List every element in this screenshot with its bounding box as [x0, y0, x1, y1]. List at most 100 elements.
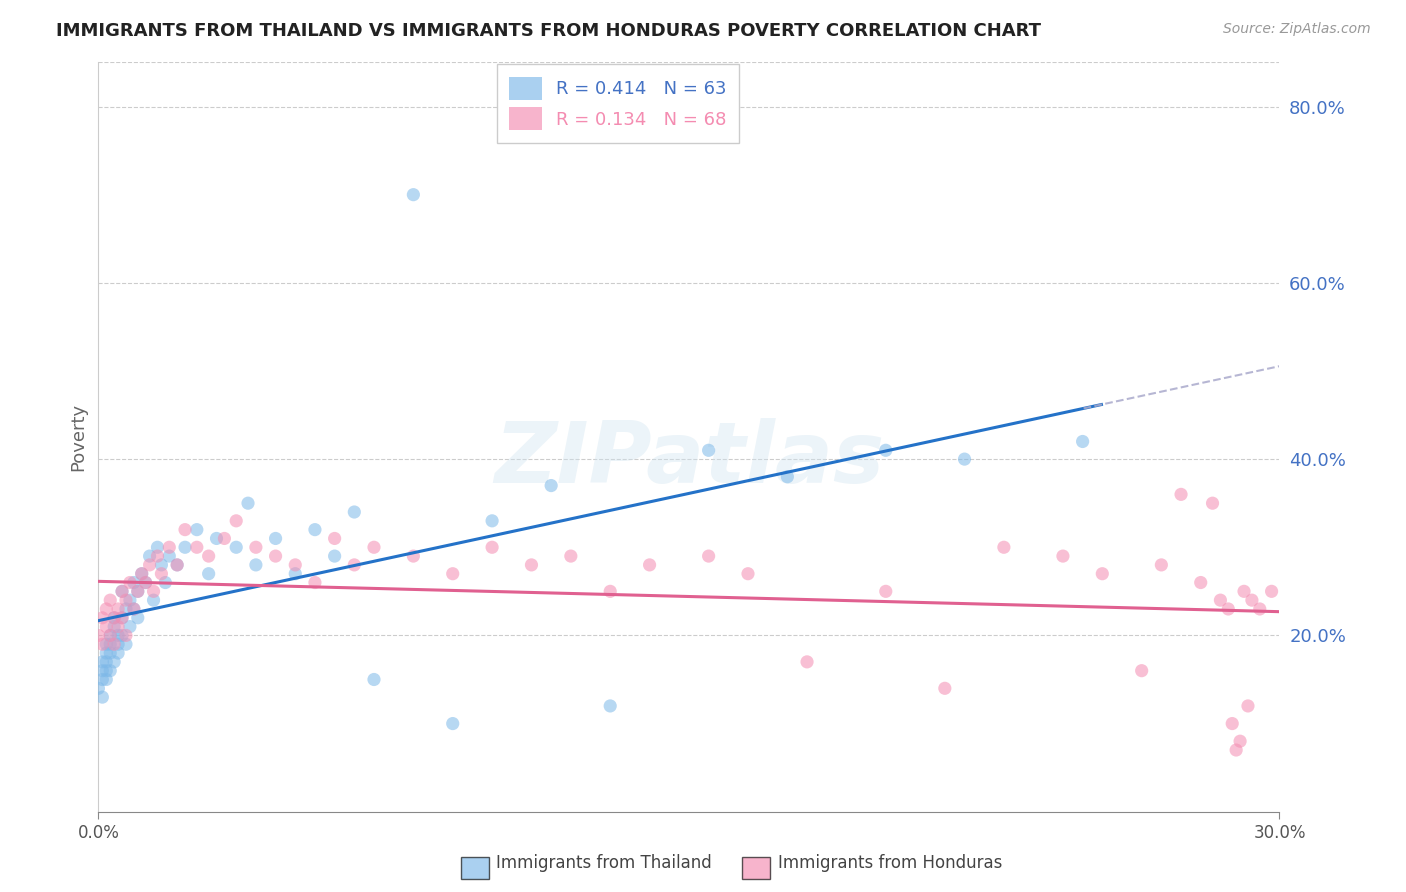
- Point: [142, 593, 165, 607]
- Point: [284, 558, 307, 572]
- Point: [91, 673, 114, 687]
- Point: [363, 541, 385, 555]
- Point: [363, 673, 385, 687]
- Point: [91, 690, 114, 705]
- Point: [934, 681, 956, 696]
- Point: [1091, 566, 1114, 581]
- Point: [107, 628, 129, 642]
- Point: [1240, 593, 1263, 607]
- Point: [441, 716, 464, 731]
- Point: [157, 541, 180, 555]
- Point: [115, 602, 138, 616]
- Point: [1130, 664, 1153, 678]
- Point: [638, 558, 661, 572]
- Point: [96, 646, 118, 660]
- Point: [111, 611, 134, 625]
- Point: [1225, 743, 1247, 757]
- Point: [1150, 558, 1173, 572]
- Point: [103, 611, 125, 625]
- Point: [323, 549, 346, 563]
- Point: [402, 187, 425, 202]
- Point: [87, 628, 110, 642]
- Point: [91, 611, 114, 625]
- Point: [1209, 593, 1232, 607]
- Point: [225, 541, 247, 555]
- Point: [96, 673, 118, 687]
- Point: [96, 602, 118, 616]
- Point: [96, 637, 118, 651]
- Text: Source: ZipAtlas.com: Source: ZipAtlas.com: [1223, 22, 1371, 37]
- Point: [111, 628, 134, 642]
- Point: [127, 584, 149, 599]
- Point: [103, 637, 125, 651]
- Point: [174, 523, 197, 537]
- Legend: R = 0.414   N = 63, R = 0.134   N = 68: R = 0.414 N = 63, R = 0.134 N = 68: [496, 64, 740, 143]
- Point: [1229, 734, 1251, 748]
- Point: [1249, 602, 1271, 616]
- Point: [284, 566, 307, 581]
- Point: [441, 566, 464, 581]
- Point: [135, 575, 157, 590]
- Text: IMMIGRANTS FROM THAILAND VS IMMIGRANTS FROM HONDURAS POVERTY CORRELATION CHART: IMMIGRANTS FROM THAILAND VS IMMIGRANTS F…: [56, 22, 1042, 40]
- Point: [111, 584, 134, 599]
- Point: [118, 593, 141, 607]
- Point: [103, 611, 125, 625]
- Text: Immigrants from Honduras: Immigrants from Honduras: [778, 855, 1002, 872]
- Point: [150, 566, 173, 581]
- Point: [98, 646, 121, 660]
- Point: [197, 549, 219, 563]
- Point: [1189, 575, 1212, 590]
- Point: [107, 619, 129, 633]
- Point: [166, 558, 188, 572]
- Point: [96, 619, 118, 633]
- Point: [304, 575, 326, 590]
- Point: [138, 549, 160, 563]
- Point: [118, 619, 141, 633]
- Point: [146, 549, 169, 563]
- Y-axis label: Poverty: Poverty: [69, 403, 87, 471]
- Point: [111, 584, 134, 599]
- Point: [343, 505, 366, 519]
- Point: [131, 566, 153, 581]
- Point: [107, 602, 129, 616]
- Point: [264, 532, 287, 546]
- Point: [122, 602, 145, 616]
- Point: [402, 549, 425, 563]
- Point: [122, 575, 145, 590]
- Point: [150, 558, 173, 572]
- Text: Immigrants from Thailand: Immigrants from Thailand: [496, 855, 711, 872]
- Point: [118, 575, 141, 590]
- Point: [146, 541, 169, 555]
- Point: [135, 575, 157, 590]
- Point: [98, 628, 121, 642]
- Point: [142, 584, 165, 599]
- Point: [481, 541, 503, 555]
- Point: [540, 478, 562, 492]
- Point: [91, 655, 114, 669]
- Point: [103, 655, 125, 669]
- Point: [1233, 584, 1256, 599]
- Point: [186, 523, 208, 537]
- Point: [697, 549, 720, 563]
- Point: [481, 514, 503, 528]
- Point: [1071, 434, 1094, 449]
- Point: [737, 566, 759, 581]
- Point: [1237, 698, 1260, 713]
- Point: [776, 469, 799, 483]
- Point: [245, 558, 267, 572]
- Point: [197, 566, 219, 581]
- Point: [796, 655, 818, 669]
- Point: [205, 532, 228, 546]
- Point: [245, 541, 267, 555]
- Point: [115, 637, 138, 651]
- Point: [1220, 716, 1243, 731]
- Point: [993, 541, 1015, 555]
- Point: [697, 443, 720, 458]
- Point: [131, 566, 153, 581]
- Point: [174, 541, 197, 555]
- Point: [107, 646, 129, 660]
- Point: [343, 558, 366, 572]
- Point: [875, 584, 897, 599]
- Point: [1201, 496, 1223, 510]
- Point: [1260, 584, 1282, 599]
